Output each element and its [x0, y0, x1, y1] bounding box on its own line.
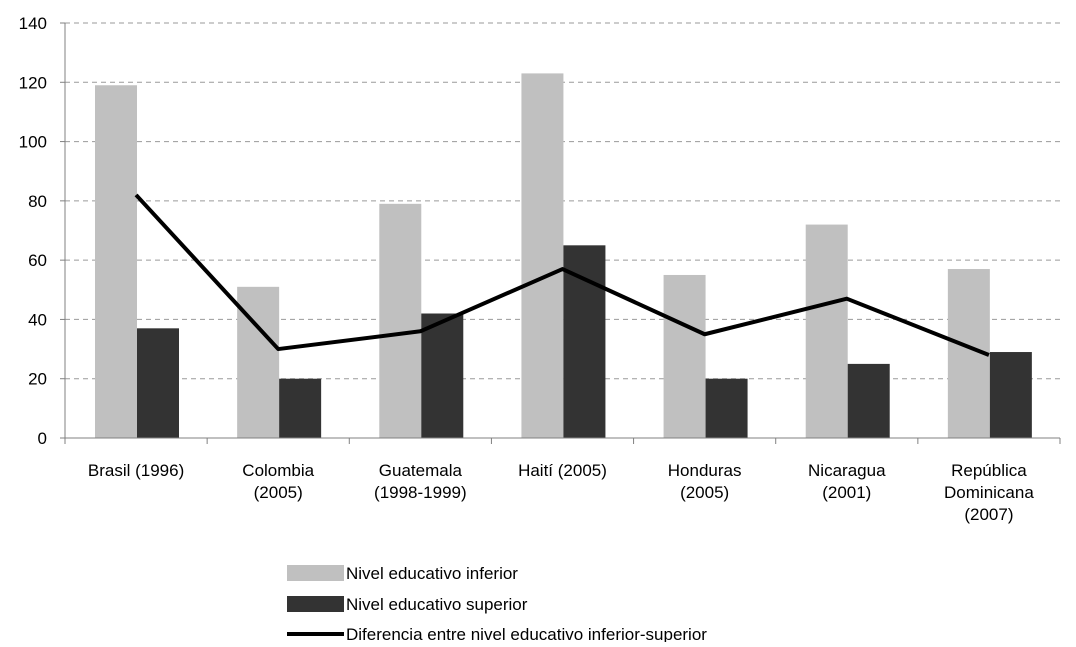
difference-line — [134, 193, 990, 357]
bar-superior — [847, 363, 890, 438]
x-category-label-line: (1998-1999) — [374, 483, 467, 502]
x-category-label: República Dominicana (2007) — [944, 461, 1034, 524]
x-category-label: Nicaragua (2001) — [808, 461, 886, 502]
bar-inferior — [663, 274, 706, 438]
x-category-label-line: Colombia — [242, 461, 314, 480]
legend: Nivel educativo inferior Nivel educativo … — [287, 564, 707, 644]
bar-inferior — [521, 73, 564, 439]
y-tick-label: 140 — [19, 14, 47, 33]
legend-swatch — [287, 565, 344, 581]
y-tick-label: 40 — [28, 310, 47, 329]
axes-layer — [60, 22, 1061, 444]
x-category-label-line: Brasil (1996) — [88, 461, 184, 480]
x-category-label: Haití (2005) — [518, 461, 607, 480]
x-category-label: Colombia (2005) — [242, 461, 314, 502]
legend-label: Diferencia entre nivel educativo inferio… — [346, 625, 707, 642]
bar-superior — [421, 313, 464, 438]
x-category-label-line: Guatemala — [379, 461, 463, 480]
y-tick-label: 100 — [19, 133, 47, 152]
legend-label: Nivel educativo inferior — [346, 564, 518, 583]
labels-layer: 0 20 40 60 80 100 120 140 Brasil (1996) Colombia (… — [19, 14, 1035, 524]
bar-superior — [279, 378, 322, 438]
y-tick-label: 0 — [38, 429, 47, 448]
x-category-label: Brasil (1996) — [88, 461, 184, 480]
legend-swatch — [287, 596, 344, 612]
y-tick-label: 60 — [28, 251, 47, 270]
bar-superior — [137, 328, 179, 438]
bar-superior — [705, 378, 748, 438]
x-category-label-line: Haití (2005) — [518, 461, 607, 480]
x-category-label-line: (2001) — [822, 483, 871, 502]
bar-superior — [989, 352, 1032, 438]
x-category-label-line: (2007) — [964, 505, 1013, 524]
x-category-label-line: (2005) — [680, 483, 729, 502]
y-tick-label: 80 — [28, 192, 47, 211]
x-category-label-line: Nicaragua — [808, 461, 886, 480]
bar-inferior — [805, 224, 848, 438]
bar-inferior — [95, 85, 137, 438]
line-layer — [134, 193, 990, 357]
bars-layer — [95, 73, 1032, 439]
y-tick-label: 120 — [19, 73, 47, 92]
y-tick-label: 20 — [28, 370, 47, 389]
x-category-label-line: Dominicana — [944, 483, 1034, 502]
bar-inferior — [379, 203, 422, 438]
x-category-label-line: (2005) — [254, 483, 303, 502]
x-category-label-line: Honduras — [668, 461, 742, 480]
x-category-label: Honduras (2005) — [668, 461, 742, 502]
x-category-label: Guatemala (1998-1999) — [374, 461, 467, 502]
legend-label: Nivel educativo superior — [346, 595, 528, 614]
x-category-label-line: República — [951, 461, 1027, 480]
